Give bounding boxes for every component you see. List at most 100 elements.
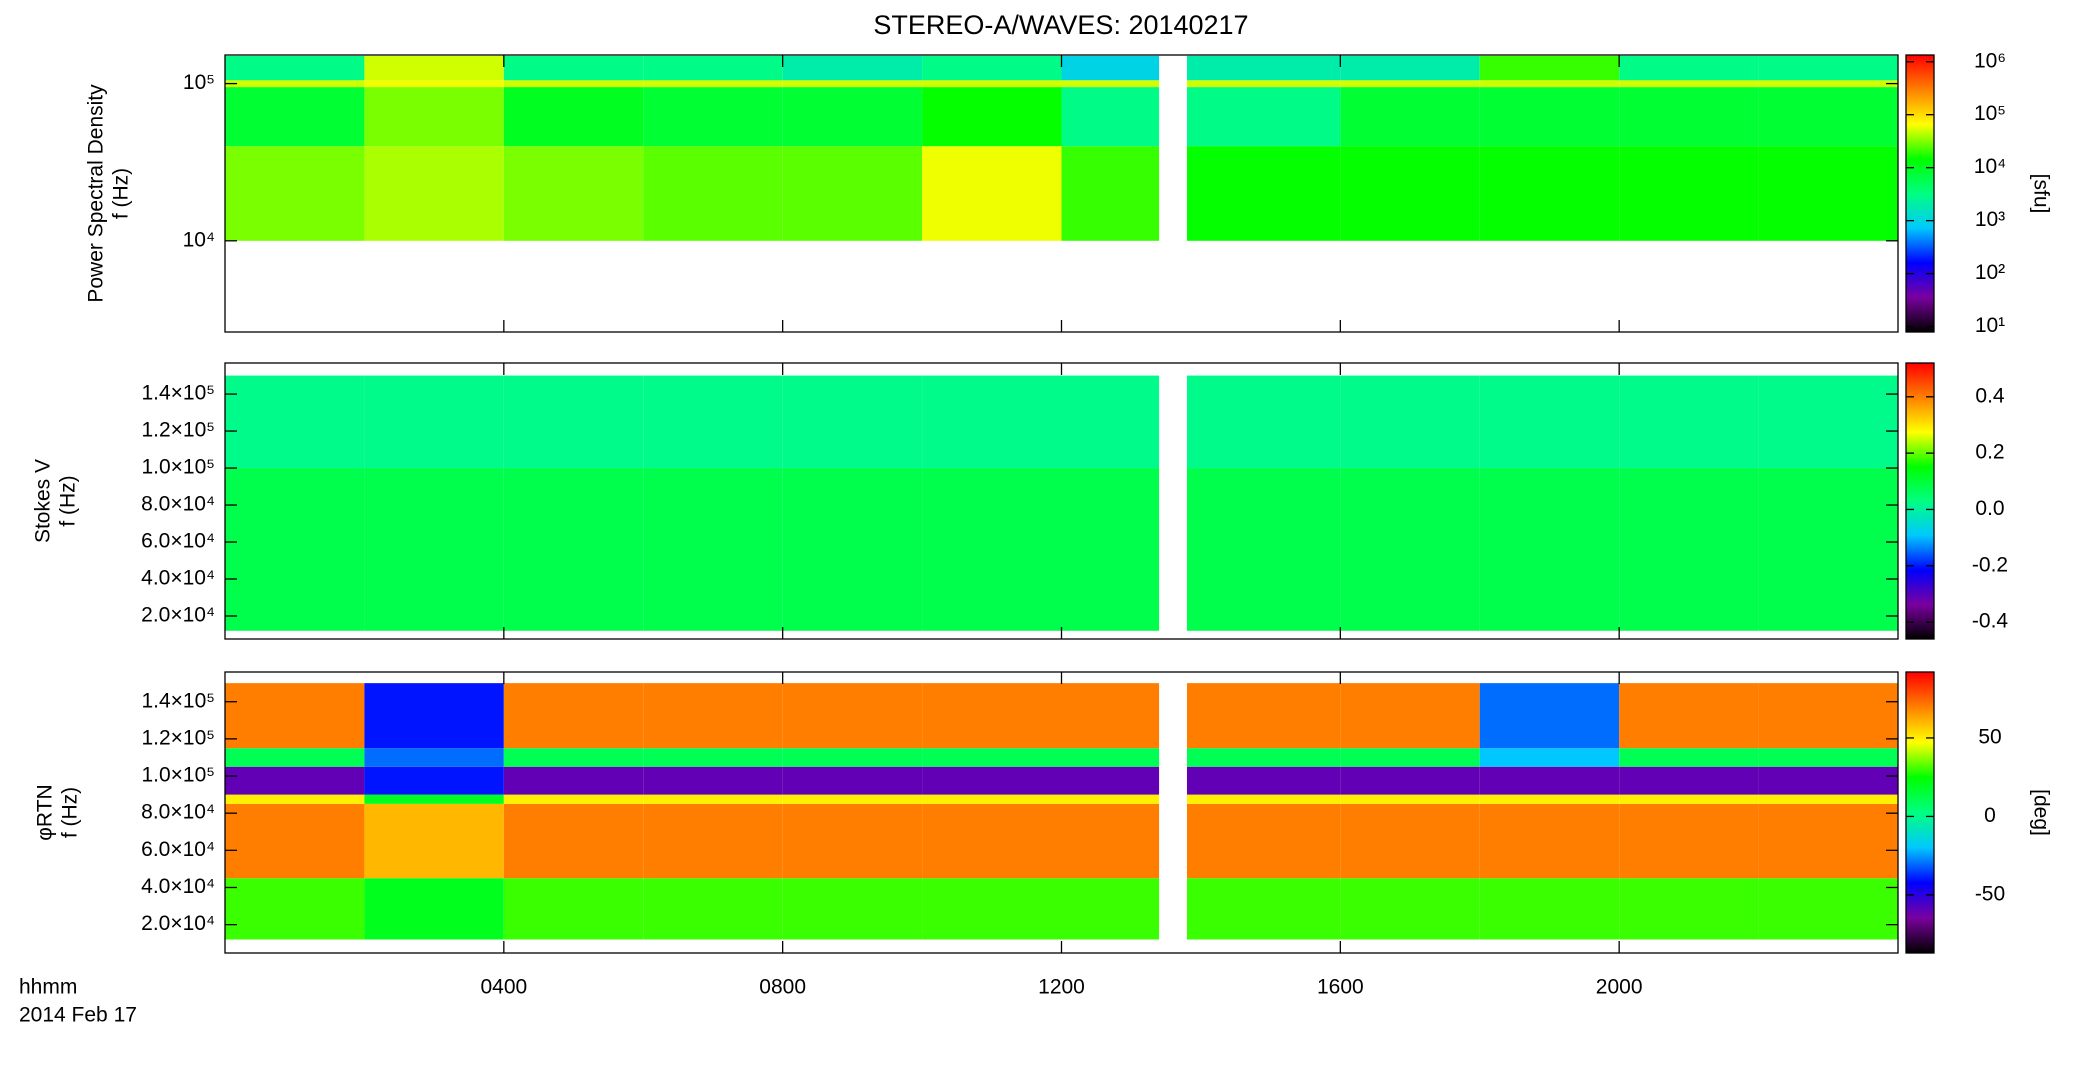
- heatmap-cell: [503, 683, 644, 749]
- heatmap-cell: [1186, 468, 1341, 631]
- heatmap-cell: [1061, 683, 1160, 749]
- heatmap-cell: [1758, 878, 1898, 940]
- heatmap-cell: [1619, 87, 1759, 147]
- heatmap-cell: [782, 146, 923, 241]
- heatmap-cell: [1758, 766, 1898, 795]
- date-label: 2014 Feb 17: [19, 1004, 137, 1027]
- heatmap-cell: [1186, 80, 1341, 88]
- x-tick-label: 0400: [480, 976, 527, 999]
- heatmap-cell: [643, 766, 783, 795]
- y-tick-label: 2.0×10⁴: [141, 912, 215, 935]
- y-tick-label: 6.0×10⁴: [141, 838, 215, 861]
- heatmap-cell: [922, 87, 1062, 147]
- heatmap-cell: [364, 766, 504, 795]
- heatmap-cell: [1619, 80, 1759, 88]
- heatmap-cell: [1619, 375, 1759, 469]
- colorbar: [1905, 671, 1935, 954]
- heatmap-cell: [503, 55, 644, 81]
- heatmap-cell: [225, 146, 365, 241]
- heatmap-cell: [1061, 375, 1160, 469]
- heatmap-cell: [225, 80, 365, 88]
- heatmap-cell: [1340, 55, 1480, 81]
- chart-title: STEREO-A/WAVES: 20140217: [873, 10, 1248, 40]
- heatmap-cell: [1758, 683, 1898, 749]
- heatmap-cell: [922, 683, 1062, 749]
- heatmap-cell: [782, 748, 923, 767]
- heatmap-cell: [782, 794, 923, 804]
- heatmap-cell: [1340, 80, 1480, 88]
- heatmap-cell: [643, 683, 783, 749]
- heatmap-cell: [1186, 794, 1341, 804]
- heatmap-cell: [1758, 375, 1898, 469]
- heatmap-cell: [782, 468, 923, 631]
- heatmap-cell: [1186, 748, 1341, 767]
- y-tick-label: 8.0×10⁴: [141, 493, 215, 516]
- heatmap-cell: [1061, 468, 1160, 631]
- heatmap-cell: [1340, 146, 1480, 241]
- heatmap-cell: [643, 375, 783, 469]
- heatmap-cell: [1479, 87, 1620, 147]
- heatmap-cell: [782, 375, 923, 469]
- colorbar-tick-label: 10⁶: [1974, 49, 2006, 72]
- y-tick-label: 1.2×10⁵: [141, 419, 215, 442]
- heatmap-cell: [1479, 803, 1620, 879]
- x-tick-label: 1600: [1317, 976, 1364, 999]
- heatmap-cell: [1758, 748, 1898, 767]
- heatmap-cell: [1186, 803, 1341, 879]
- y-tick-label: 1.0×10⁵: [141, 764, 215, 787]
- heatmap-cell: [1479, 375, 1620, 469]
- heatmap-cell: [1479, 766, 1620, 795]
- colorbar-tick-label: 0.4: [1975, 384, 2005, 407]
- heatmap-cell: [225, 748, 365, 767]
- y-tick-label: 10⁵: [183, 71, 215, 94]
- heatmap-cell: [503, 803, 644, 879]
- y-tick-label: 1.2×10⁵: [141, 726, 215, 749]
- heatmap-cell: [1061, 80, 1160, 88]
- colorbar-tick-label: 10⁵: [1974, 102, 2006, 125]
- heatmap-cell: [782, 80, 923, 88]
- heatmap-cell: [643, 878, 783, 940]
- heatmap-cell: [643, 80, 783, 88]
- heatmap-cell: [1186, 55, 1341, 81]
- heatmap-cell: [782, 87, 923, 147]
- heatmap-cell: [922, 748, 1062, 767]
- heatmap-cell: [1758, 146, 1898, 241]
- heatmap-cell: [643, 468, 783, 631]
- heatmap-cell: [782, 766, 923, 795]
- heatmap-cell: [1619, 766, 1759, 795]
- y-tick-label: 8.0×10⁴: [141, 801, 215, 824]
- heatmap-cell: [364, 375, 504, 469]
- heatmap-cell: [1061, 803, 1160, 879]
- y-axis-label: f (Hz): [59, 787, 82, 838]
- heatmap-cell: [503, 794, 644, 804]
- heatmap-cell: [1061, 794, 1160, 804]
- heatmap-cell: [643, 794, 783, 804]
- heatmap-cell: [1340, 878, 1480, 940]
- y-tick-label: 4.0×10⁴: [141, 567, 215, 590]
- heatmap-cell: [1758, 87, 1898, 147]
- heatmap-cell: [225, 878, 365, 940]
- heatmap-cell: [1479, 683, 1620, 749]
- heatmap-cell: [1061, 878, 1160, 940]
- heatmap-cell: [1758, 80, 1898, 88]
- y-tick-label: 10⁴: [183, 228, 215, 251]
- y-tick-label: 1.4×10⁵: [141, 382, 215, 405]
- heatmap-cell: [1758, 468, 1898, 631]
- heatmap-cell: [364, 80, 504, 88]
- heatmap-cell: [364, 87, 504, 147]
- colorbar-label: [deg]: [2029, 789, 2052, 836]
- heatmap-cell: [364, 468, 504, 631]
- heatmap-cell: [503, 375, 644, 469]
- heatmap-cell: [922, 80, 1062, 88]
- heatmap-cell: [225, 468, 365, 631]
- heatmap-cell: [225, 683, 365, 749]
- heatmap-cell: [225, 87, 365, 147]
- heatmap-cell: [1186, 375, 1341, 469]
- heatmap-cell: [1619, 878, 1759, 940]
- y-axis-label: f (Hz): [57, 475, 80, 526]
- heatmap-cell: [1758, 803, 1898, 879]
- colorbar-tick-label: -0.2: [1972, 553, 2008, 576]
- heatmap-cell: [503, 146, 644, 241]
- heatmap-cell: [503, 766, 644, 795]
